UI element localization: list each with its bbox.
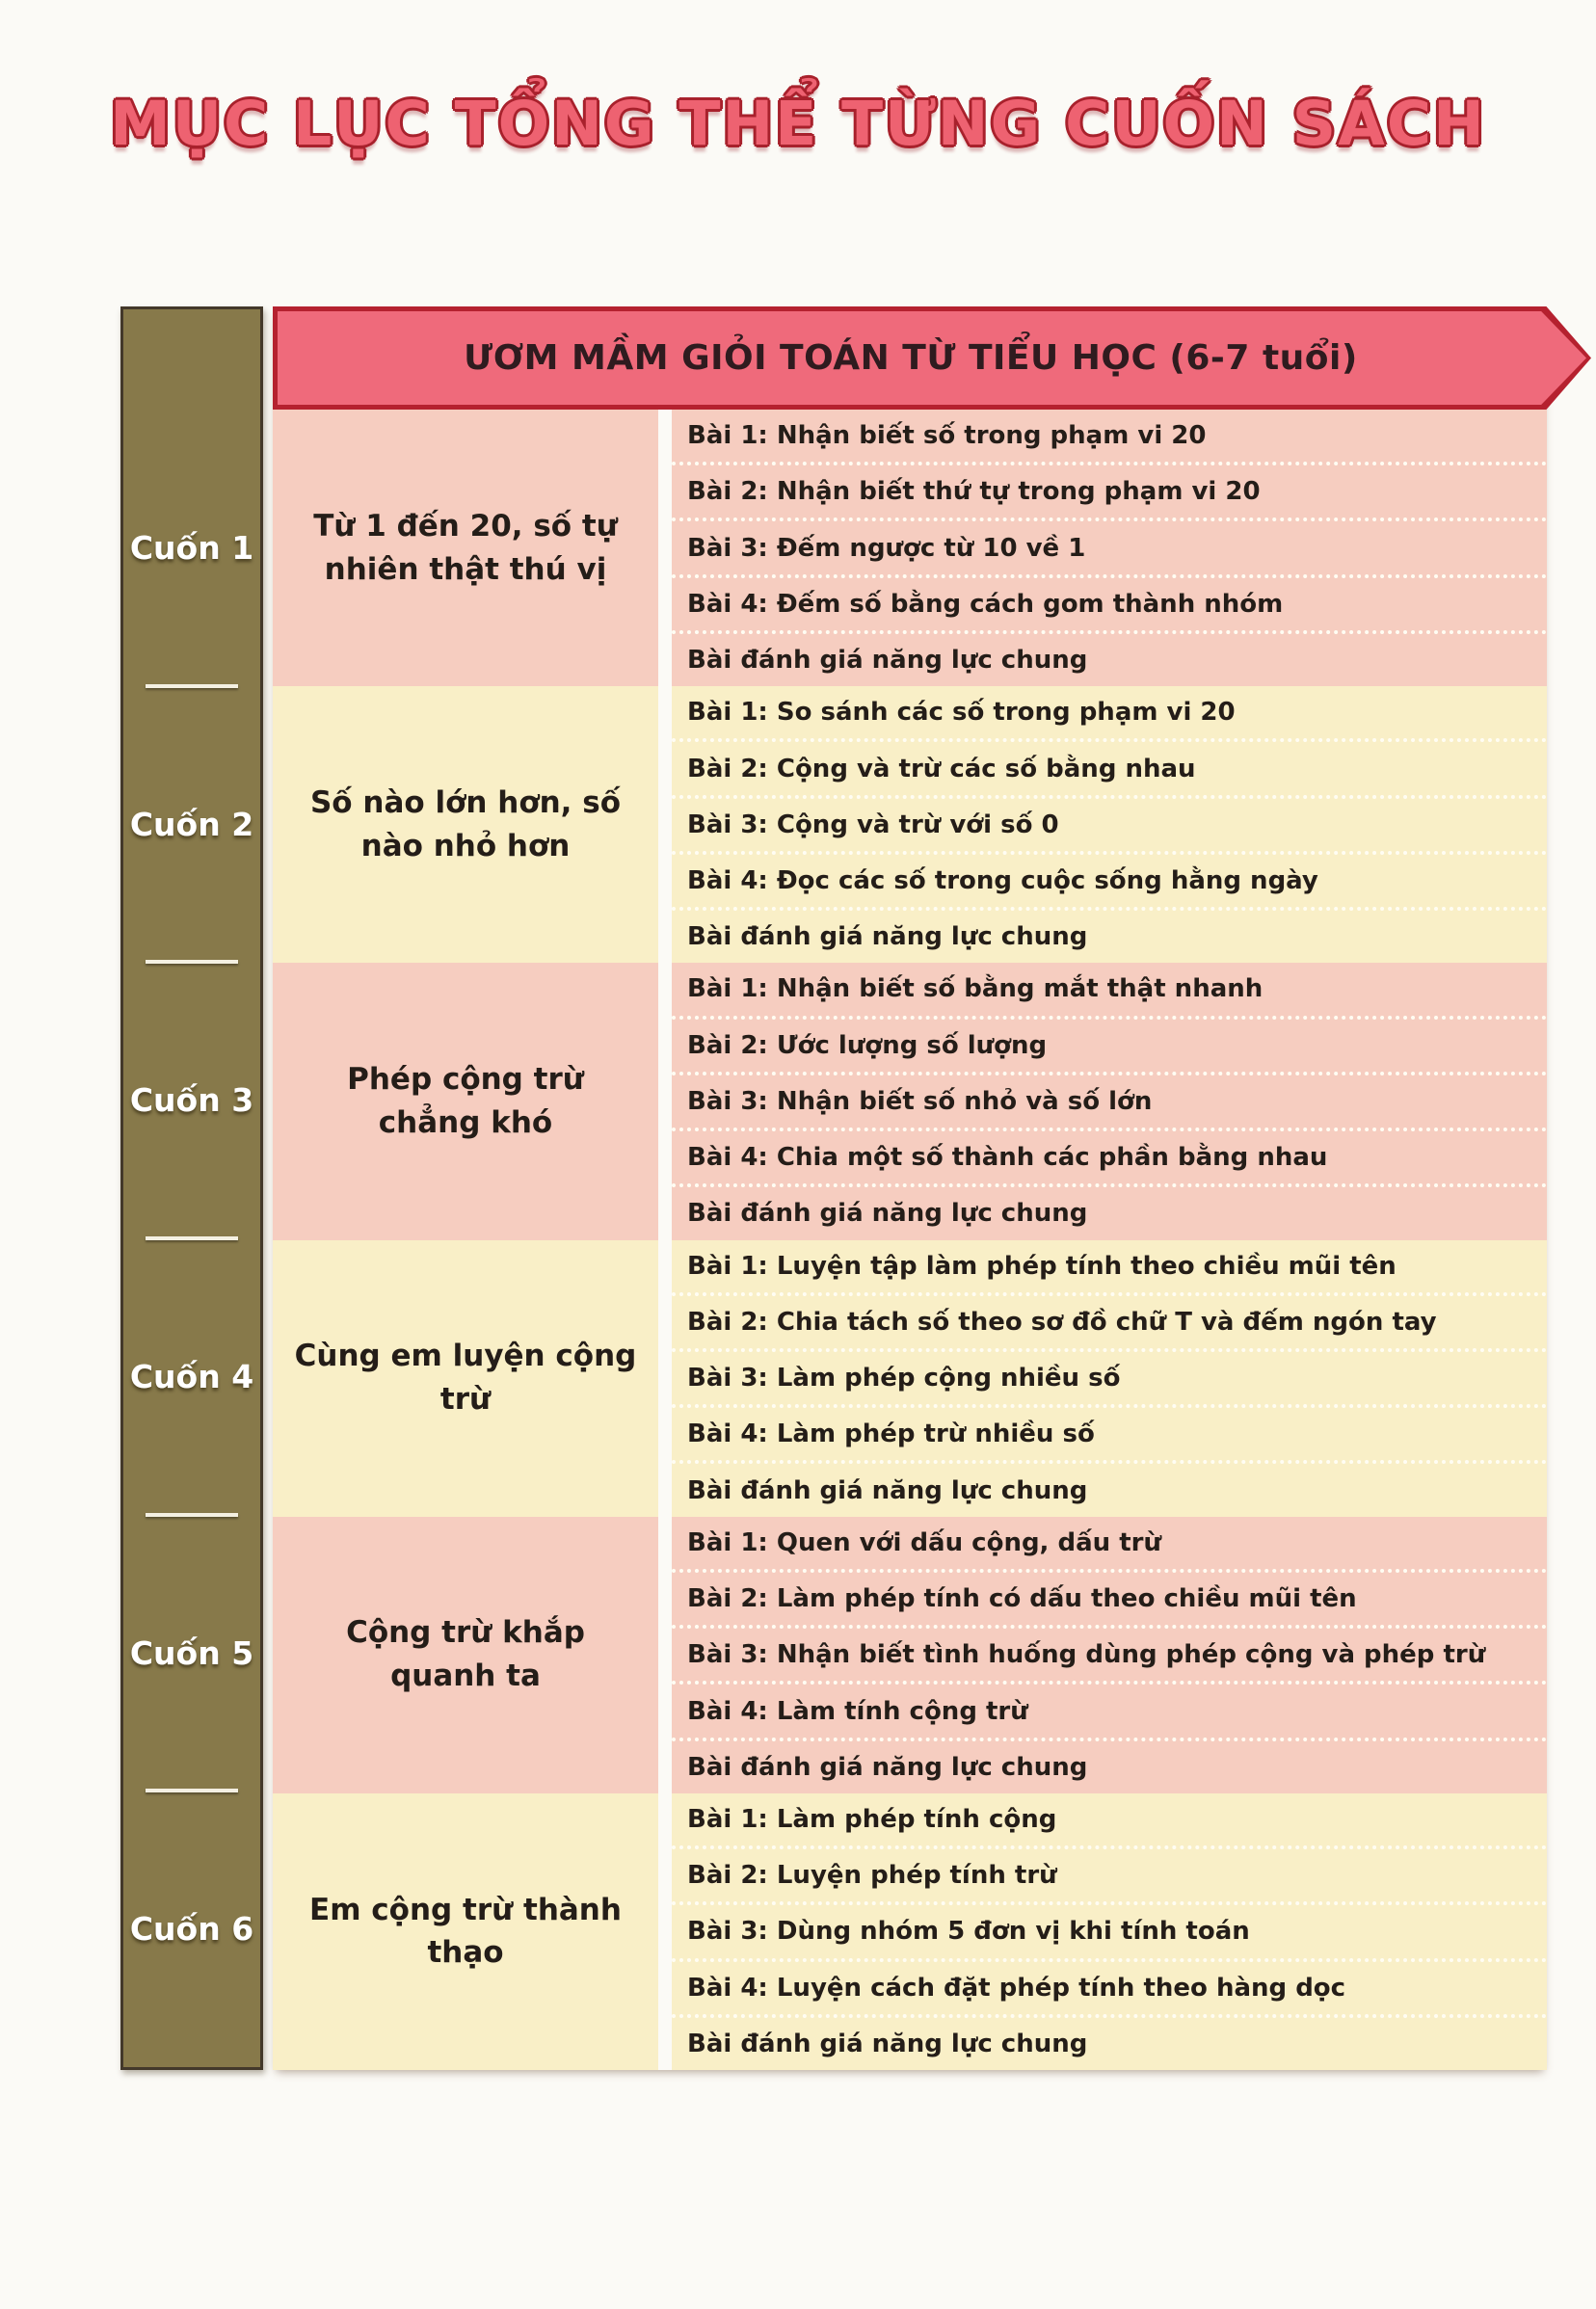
book-sections: Từ 1 đến 20, số tự nhiên thật thú vị Bài… bbox=[273, 410, 1547, 2071]
lesson-item: Bài 4: Làm tính cộng trừ bbox=[672, 1685, 1547, 1741]
spine-book-label: Cuốn 3 bbox=[129, 1081, 254, 1120]
spine-book-label: Cuốn 6 bbox=[129, 1910, 254, 1949]
spine-book-label: Cuốn 4 bbox=[129, 1357, 254, 1395]
lesson-item: Bài đánh giá năng lực chung bbox=[687, 1199, 1088, 1229]
book-title: Em cộng trừ thành thạo bbox=[309, 1892, 622, 1971]
book-title-cell: Em cộng trừ thành thạo bbox=[273, 1792, 658, 2071]
lesson-item: Bài đánh giá năng lực chung bbox=[687, 1475, 1088, 1505]
lesson-list: Bài 1: Nhận biết số trong phạm vi 20 Bài … bbox=[672, 410, 1547, 687]
lesson-item: Bài đánh giá năng lực chung bbox=[687, 2029, 1088, 2058]
lesson-item: Bài 1: Quen với dấu cộng, dấu trừ bbox=[672, 1517, 1547, 1573]
lesson-item: Bài 4: Chia một số thành các phần bằng n… bbox=[672, 1131, 1547, 1188]
lesson-list: Bài 1: Luyện tập làm phép tính theo chiề… bbox=[672, 1239, 1547, 1517]
spine-cell: Cuốn 3 bbox=[123, 962, 260, 1238]
banner-fill-shape: ƯƠM MẦM GIỎI TOÁN TỪ TIỂU HỌC (6-7 tuổi) bbox=[278, 311, 1586, 405]
lesson-item: Bài 2: Ước lượng số lượng bbox=[672, 1020, 1547, 1075]
lesson-item: Bài 3: Đếm ngược từ 10 về 1 bbox=[672, 521, 1547, 578]
book-title: Cộng trừ khắp quanh ta bbox=[346, 1615, 585, 1694]
lesson-list: Bài 1: Quen với dấu cộng, dấu trừ Bài 2: … bbox=[672, 1516, 1547, 1793]
lesson-item: Bài 1: Nhận biết số bằng mắt thật nhanh bbox=[672, 963, 1547, 1020]
book-title: Từ 1 đến 20, số tự nhiên thật thú vị bbox=[313, 508, 618, 587]
lesson-item: Bài 2: Làm phép tính có dấu theo chiều m… bbox=[672, 1573, 1547, 1630]
book-row: Phép cộng trừ chẳng khó Bài 1: Nhận biết… bbox=[273, 963, 1547, 1240]
lesson-list: Bài 1: Làm phép tính cộng Bài 2: Luyện ph… bbox=[672, 1792, 1547, 2071]
lesson-item: Bài đánh giá năng lực chung bbox=[687, 922, 1088, 952]
book-title: Phép cộng trừ chẳng khó bbox=[347, 1061, 584, 1140]
book-title: Số nào lớn hơn, số nào nhỏ hơn bbox=[309, 784, 622, 863]
lesson-item: Bài 3: Dùng nhóm 5 đơn vị khi tính toán bbox=[672, 1905, 1547, 1962]
lesson-item: Bài 3: Cộng và trừ với số 0 bbox=[672, 799, 1547, 855]
header-banner: ƯƠM MẦM GIỎI TOÁN TỪ TIỂU HỌC (6-7 tuổi) bbox=[273, 306, 1591, 410]
spine-cell: Cuốn 5 bbox=[123, 1515, 260, 1791]
lesson-item: Bài 4: Làm phép trừ nhiều số bbox=[672, 1408, 1547, 1465]
spine-book-label: Cuốn 5 bbox=[129, 1633, 254, 1672]
lesson-item: Bài 3: Nhận biết số nhỏ và số lớn bbox=[672, 1075, 1547, 1132]
lesson-item: Bài 4: Đếm số bằng cách gom thành nhóm bbox=[672, 578, 1547, 634]
lesson-item: Bài 2: Chia tách số theo sơ đồ chữ T và … bbox=[672, 1296, 1547, 1352]
page-title: MỤC LỤC TỔNG THỂ TỪNG CUỐN SÁCH bbox=[110, 89, 1486, 159]
lesson-item: Bài 4: Luyện cách đặt phép tính theo hàn… bbox=[672, 1962, 1547, 2018]
spine-cell: Cuốn 2 bbox=[123, 686, 260, 963]
lesson-item: Bài 2: Nhận biết thứ tự trong phạm vi 20 bbox=[672, 465, 1547, 522]
spine-book-label: Cuốn 2 bbox=[129, 805, 254, 843]
toc-content: ƯƠM MẦM GIỎI TOÁN TỪ TIỂU HỌC (6-7 tuổi)… bbox=[273, 306, 1591, 2071]
spine-header-spacer bbox=[123, 309, 260, 410]
toc-board: Cuốn 1 Cuốn 2 Cuốn 3 Cuốn 4 Cuốn 5 Cuốn … bbox=[120, 306, 1591, 2071]
spine-cell: Cuốn 6 bbox=[123, 1791, 260, 2067]
book-row: Em cộng trừ thành thạo Bài 1: Làm phép t… bbox=[273, 1792, 1547, 2071]
book-row: Cộng trừ khắp quanh ta Bài 1: Quen với d… bbox=[273, 1516, 1547, 1793]
lesson-item: Bài 1: So sánh các số trong phạm vi 20 bbox=[672, 686, 1547, 743]
lesson-item: Bài 1: Nhận biết số trong phạm vi 20 bbox=[672, 410, 1547, 466]
book-title-cell: Phép cộng trừ chẳng khó bbox=[273, 963, 658, 1240]
book-title-cell: Từ 1 đến 20, số tự nhiên thật thú vị bbox=[273, 410, 658, 687]
lesson-item: Bài 3: Làm phép cộng nhiều số bbox=[672, 1352, 1547, 1409]
lesson-item: Bài 2: Luyện phép tính trừ bbox=[672, 1849, 1547, 1906]
book-title-cell: Cộng trừ khắp quanh ta bbox=[273, 1516, 658, 1793]
lesson-list: Bài 1: So sánh các số trong phạm vi 20 Bà… bbox=[672, 686, 1547, 964]
banner-title: ƯƠM MẦM GIỎI TOÁN TỪ TIỂU HỌC (6-7 tuổi) bbox=[464, 338, 1358, 378]
lesson-item: Bài 4: Đọc các số trong cuộc sống hằng n… bbox=[672, 855, 1547, 912]
spine-book-label: Cuốn 1 bbox=[129, 528, 254, 567]
lesson-item: Bài đánh giá năng lực chung bbox=[687, 646, 1088, 676]
book-title-cell: Cùng em luyện cộng trừ bbox=[273, 1239, 658, 1517]
spine-cell: Cuốn 1 bbox=[123, 410, 260, 686]
book-row: Từ 1 đến 20, số tự nhiên thật thú vị Bài… bbox=[273, 410, 1547, 687]
lesson-item: Bài 2: Cộng và trừ các số bằng nhau bbox=[672, 742, 1547, 799]
lesson-item: Bài đánh giá năng lực chung bbox=[687, 1752, 1088, 1782]
book-row: Số nào lớn hơn, số nào nhỏ hơn Bài 1: So… bbox=[273, 686, 1547, 964]
lesson-list: Bài 1: Nhận biết số bằng mắt thật nhanh B… bbox=[672, 963, 1547, 1240]
book-row: Cùng em luyện cộng trừ Bài 1: Luyện tập … bbox=[273, 1239, 1547, 1517]
book-title: Cùng em luyện cộng trừ bbox=[294, 1339, 637, 1418]
spine-cell: Cuốn 4 bbox=[123, 1238, 260, 1515]
lesson-item: Bài 1: Luyện tập làm phép tính theo chiề… bbox=[672, 1240, 1547, 1296]
book-title-cell: Số nào lớn hơn, số nào nhỏ hơn bbox=[273, 686, 658, 964]
book-spine-column: Cuốn 1 Cuốn 2 Cuốn 3 Cuốn 4 Cuốn 5 Cuốn … bbox=[120, 306, 263, 2070]
lesson-item: Bài 3: Nhận biết tình huống dùng phép cộ… bbox=[672, 1629, 1547, 1685]
lesson-item: Bài 1: Làm phép tính cộng bbox=[672, 1793, 1547, 1850]
